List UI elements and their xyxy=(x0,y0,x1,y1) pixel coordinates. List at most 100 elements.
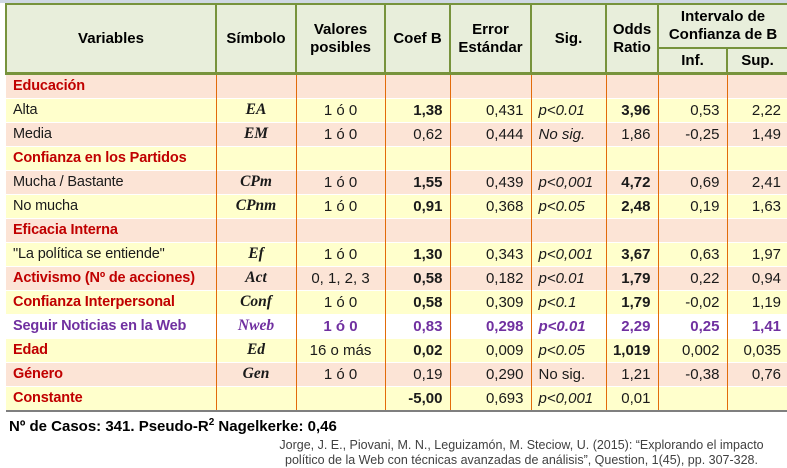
error-estandar: 0,368 xyxy=(449,194,531,219)
coef-b xyxy=(384,218,450,243)
symbol: Nweb xyxy=(215,314,296,339)
error-estandar: 0,431 xyxy=(449,98,531,123)
ci-sup: 0,035 xyxy=(726,338,787,363)
error-estandar: 0,009 xyxy=(449,338,531,363)
odds-ratio: 1,21 xyxy=(605,362,658,387)
valores-posibles: 1 ó 0 xyxy=(295,98,385,123)
odds-ratio: 2,48 xyxy=(605,194,658,219)
symbol: Ed xyxy=(215,338,296,363)
variable-label: Mucha / Bastante xyxy=(6,170,216,195)
table-row: "La política se entiende" Ef 1 ó 0 1,30 0,34… xyxy=(6,242,787,267)
variable-label: Género xyxy=(6,362,216,387)
symbol: Ef xyxy=(215,242,296,267)
citation: Jorge, J. E., Piovani, M. N., Leguizamón… xyxy=(264,438,779,468)
ci-inf: 0,19 xyxy=(657,194,727,219)
ci-sup xyxy=(726,218,787,243)
table-row: Seguir Noticias en la Web Nweb 1 ó 0 0,83 0,… xyxy=(6,314,787,339)
valores-posibles: 1 ó 0 xyxy=(295,242,385,267)
ci-sup xyxy=(726,386,787,412)
table-row: Edad Ed 16 o más 0,02 0,009 p<0.05 1,019 0,002 0… xyxy=(6,338,787,363)
table-row: Eficacia Interna xyxy=(6,218,787,243)
symbol: EM xyxy=(215,122,296,147)
symbol xyxy=(215,72,296,99)
table-row: Confianza Interpersonal Conf 1 ó 0 0,58 0,30… xyxy=(6,290,787,315)
sig: p<0.05 xyxy=(530,338,606,363)
ci-inf: -0,25 xyxy=(657,122,727,147)
sig xyxy=(530,218,606,243)
odds-ratio: 1,019 xyxy=(605,338,658,363)
ci-sup: 1,19 xyxy=(726,290,787,315)
table-body: Educación Alta EA 1 ó 0 1,38 0,431 p<0.01 3,96 0… xyxy=(6,72,787,412)
error-estandar: 0,290 xyxy=(449,362,531,387)
top-edge-strip xyxy=(0,0,787,3)
odds-ratio xyxy=(605,218,658,243)
table-row: Confianza en los Partidos xyxy=(6,146,787,171)
ci-sup: 2,41 xyxy=(726,170,787,195)
valores-posibles: 1 ó 0 xyxy=(295,362,385,387)
ci-sup: 2,22 xyxy=(726,98,787,123)
table-row: Alta EA 1 ó 0 1,38 0,431 p<0.01 3,96 0,53 2,22 xyxy=(6,98,787,123)
regression-table: Variables Símbolo Valores posibles Coef … xyxy=(5,3,787,412)
coef-b: 0,02 xyxy=(384,338,450,363)
variable-label: Alta xyxy=(6,98,216,123)
coef-b xyxy=(384,146,450,171)
coef-b: 1,55 xyxy=(384,170,450,195)
odds-ratio: 2,29 xyxy=(605,314,658,339)
odds-ratio: 4,72 xyxy=(605,170,658,195)
symbol: CPnm xyxy=(215,194,296,219)
error-estandar xyxy=(449,218,531,243)
ci-sup: 0,76 xyxy=(726,362,787,387)
sig: p<0.05 xyxy=(530,194,606,219)
coef-b: 0,58 xyxy=(384,290,450,315)
coef-b: 0,91 xyxy=(384,194,450,219)
variable-label: Confianza Interpersonal xyxy=(6,290,216,315)
ci-inf: 0,25 xyxy=(657,314,727,339)
ci-sup xyxy=(726,146,787,171)
odds-ratio: 3,96 xyxy=(605,98,658,123)
sig: No sig. xyxy=(530,122,606,147)
symbol: Conf xyxy=(215,290,296,315)
variable-label: Constante xyxy=(6,386,216,412)
coef-b xyxy=(384,72,450,99)
variable-label: Seguir Noticias en la Web xyxy=(6,314,216,339)
header-valores-posibles: Valores posibles xyxy=(295,3,386,75)
header-ci-inf: Inf. xyxy=(657,47,728,75)
valores-posibles xyxy=(295,72,385,99)
error-estandar xyxy=(449,72,531,99)
valores-posibles xyxy=(295,386,385,412)
variable-label: "La política se entiende" xyxy=(6,242,216,267)
coef-b: 0,62 xyxy=(384,122,450,147)
table-row: Constante -5,00 0,693 p<0,001 0,01 xyxy=(6,386,787,412)
stats-prefix: Nº de Casos: 341. Pseudo-R xyxy=(9,418,209,435)
variable-label: Confianza en los Partidos xyxy=(6,146,216,171)
coef-b: -5,00 xyxy=(384,386,450,412)
header-intervalo-confianza: Intervalo de Confianza de B xyxy=(656,3,787,49)
header-simbolo: Símbolo xyxy=(215,3,297,75)
ci-inf xyxy=(657,218,727,243)
sig: No sig. xyxy=(530,362,606,387)
error-estandar: 0,182 xyxy=(449,266,531,291)
sig: p<0,001 xyxy=(530,170,606,195)
ci-inf: 0,53 xyxy=(657,98,727,123)
symbol xyxy=(215,146,296,171)
error-estandar: 0,439 xyxy=(449,170,531,195)
sig: p<0.01 xyxy=(530,98,606,123)
sig xyxy=(530,72,606,99)
symbol: Gen xyxy=(215,362,296,387)
error-estandar: 0,343 xyxy=(449,242,531,267)
header-odds-ratio: Odds Ratio xyxy=(605,3,659,75)
ci-inf: 0,002 xyxy=(657,338,727,363)
error-estandar xyxy=(449,146,531,171)
sig: p<0,001 xyxy=(530,242,606,267)
error-estandar: 0,444 xyxy=(449,122,531,147)
sig xyxy=(530,146,606,171)
stats-suffix: Nagelkerke: 0,46 xyxy=(214,418,337,435)
ci-inf: -0,38 xyxy=(657,362,727,387)
table-row: Mucha / Bastante CPm 1 ó 0 1,55 0,439 p<0,001… xyxy=(6,170,787,195)
ci-sup: 1,49 xyxy=(726,122,787,147)
ci-inf xyxy=(657,72,727,99)
sig: p<0,001 xyxy=(530,386,606,412)
sig: p<0.01 xyxy=(530,266,606,291)
odds-ratio: 0,01 xyxy=(605,386,658,412)
valores-posibles xyxy=(295,218,385,243)
